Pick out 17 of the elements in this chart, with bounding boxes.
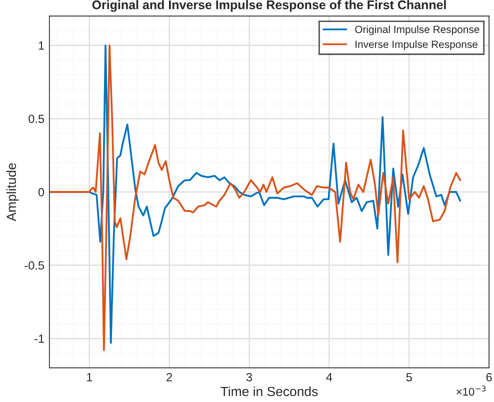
y-axis-title: Amplitude (6, 163, 19, 222)
x-tick-label: 2 (166, 373, 172, 382)
y-tick-label: -1 (34, 334, 44, 343)
chart-title: Original and Inverse Impulse Response of the First Channel (92, 0, 446, 12)
text: ×10$^{−3}$ (456, 386, 486, 396)
legend-label: Original Impulse Response (355, 25, 480, 36)
y-tick-label: 1 (38, 42, 44, 50)
x-tick-label: 5 (406, 373, 412, 382)
x-tick-label: 1 (86, 373, 92, 382)
y-tick-label: -0.5 (24, 261, 44, 270)
y-tick-label: 0 (38, 188, 44, 196)
x-axis-title: Time in Seconds (220, 386, 318, 396)
x-tick-label: 4 (326, 373, 332, 382)
y-tick-label: 0.5 (28, 114, 44, 124)
x-tick-label: 3 (246, 373, 252, 382)
legend-label: Inverse Impulse Response (356, 40, 478, 50)
x-tick-label: 6 (486, 373, 492, 382)
